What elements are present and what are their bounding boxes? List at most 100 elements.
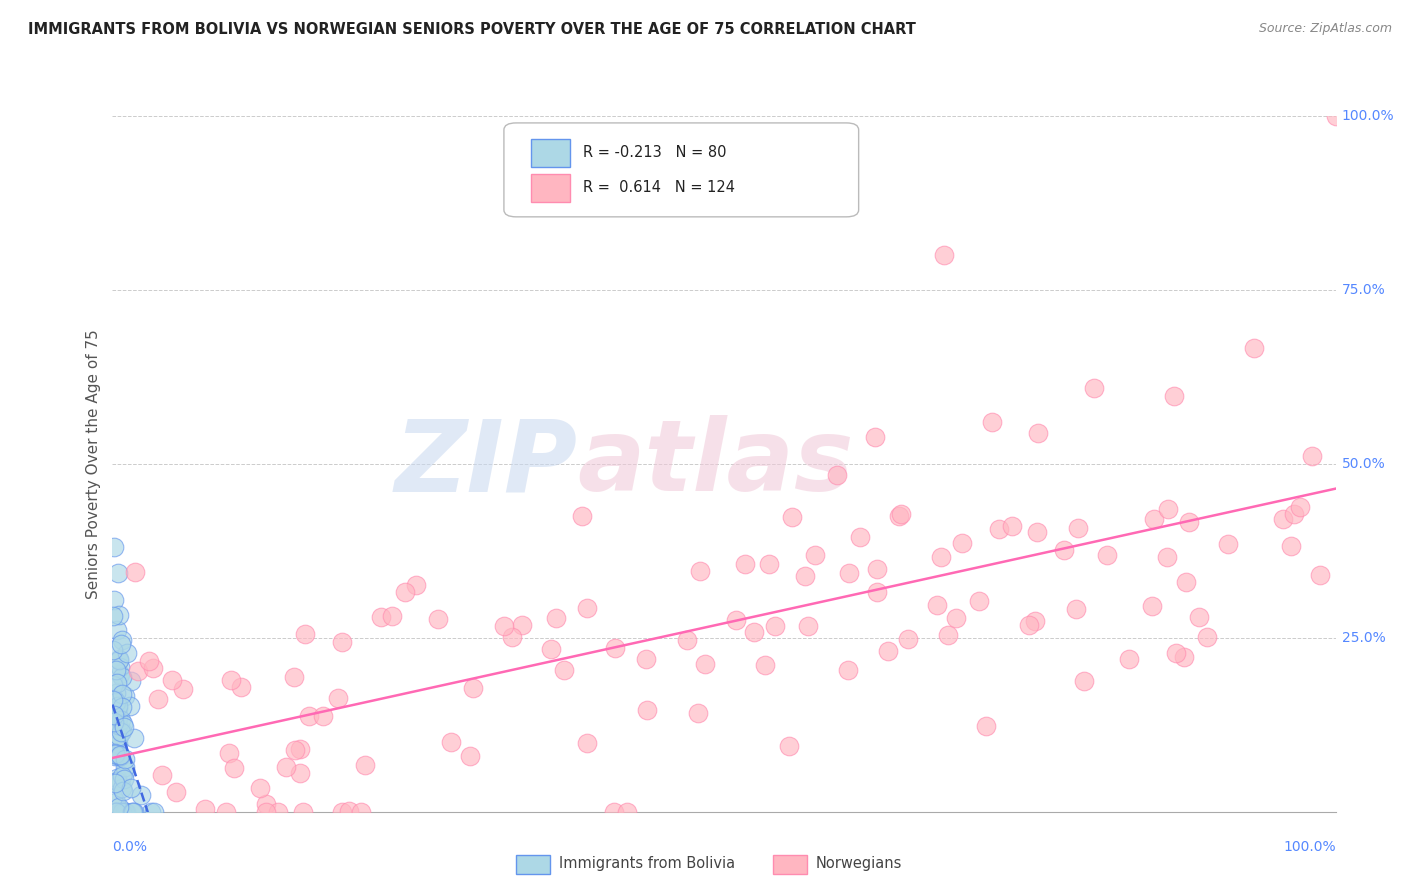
- Point: [107, 749, 129, 764]
- Point: [103, 643, 125, 657]
- Point: [292, 805, 315, 819]
- Point: [546, 610, 568, 624]
- Point: [936, 628, 959, 642]
- Point: [330, 635, 353, 649]
- Text: Norwegians: Norwegians: [815, 856, 903, 871]
- Point: [758, 557, 780, 571]
- Point: [636, 703, 658, 717]
- Point: [298, 709, 321, 723]
- Point: [458, 748, 481, 763]
- Point: [1163, 389, 1185, 403]
- Text: ZIP: ZIP: [394, 416, 578, 512]
- Point: [111, 805, 134, 819]
- Point: [110, 747, 132, 762]
- Bar: [516, 855, 550, 874]
- Point: [114, 805, 136, 819]
- Text: 75.0%: 75.0%: [1341, 283, 1385, 297]
- Point: [616, 805, 638, 819]
- Point: [1026, 425, 1049, 440]
- Point: [1282, 508, 1305, 522]
- Bar: [531, 139, 569, 167]
- Text: 100.0%: 100.0%: [1341, 109, 1395, 123]
- Point: [980, 415, 1002, 429]
- Point: [104, 795, 127, 809]
- Point: [1001, 519, 1024, 533]
- Point: [103, 714, 125, 728]
- Point: [108, 800, 131, 814]
- Point: [108, 659, 131, 673]
- Point: [111, 687, 134, 701]
- Point: [927, 598, 949, 612]
- Text: R =  0.614   N = 124: R = 0.614 N = 124: [583, 180, 735, 195]
- Point: [146, 692, 169, 706]
- Point: [1178, 515, 1201, 529]
- Point: [865, 562, 887, 576]
- Point: [112, 784, 135, 798]
- Point: [111, 780, 134, 795]
- Point: [104, 805, 127, 819]
- Point: [967, 594, 990, 608]
- Point: [974, 719, 997, 733]
- FancyBboxPatch shape: [503, 123, 859, 217]
- Point: [675, 633, 697, 648]
- Point: [124, 805, 146, 819]
- Point: [540, 642, 562, 657]
- Point: [160, 673, 183, 687]
- Point: [838, 566, 860, 581]
- Point: [724, 613, 747, 627]
- Point: [110, 725, 132, 739]
- Point: [553, 663, 575, 677]
- Point: [575, 601, 598, 615]
- Point: [139, 805, 162, 819]
- Point: [887, 508, 910, 523]
- Point: [1143, 512, 1166, 526]
- Point: [110, 667, 132, 681]
- Point: [172, 682, 194, 697]
- Point: [350, 805, 373, 819]
- Point: [111, 769, 134, 783]
- Bar: [531, 174, 569, 202]
- Text: Immigrants from Bolivia: Immigrants from Bolivia: [560, 856, 735, 871]
- Point: [283, 670, 305, 684]
- Point: [114, 689, 136, 703]
- Point: [1309, 568, 1331, 582]
- Point: [575, 736, 598, 750]
- Point: [107, 731, 129, 745]
- Bar: [773, 855, 807, 874]
- Point: [104, 747, 127, 762]
- Point: [1188, 610, 1211, 624]
- Point: [734, 557, 756, 571]
- Point: [463, 681, 485, 695]
- Point: [1024, 615, 1046, 629]
- Point: [440, 734, 463, 748]
- Point: [101, 693, 124, 707]
- Point: [105, 663, 128, 677]
- Point: [107, 699, 129, 714]
- Point: [1156, 550, 1178, 565]
- Point: [1164, 646, 1187, 660]
- Point: [112, 720, 135, 734]
- Point: [110, 714, 132, 728]
- Point: [120, 673, 142, 688]
- Point: [101, 790, 124, 805]
- Point: [512, 617, 534, 632]
- Point: [571, 509, 593, 524]
- Point: [426, 612, 449, 626]
- Point: [121, 805, 143, 819]
- Point: [105, 805, 128, 819]
- Point: [897, 632, 920, 647]
- Point: [105, 805, 128, 819]
- Point: [104, 748, 127, 763]
- Point: [121, 805, 143, 819]
- Point: [934, 248, 956, 262]
- Point: [114, 805, 136, 819]
- Point: [1140, 599, 1163, 614]
- Point: [115, 646, 138, 660]
- Text: 0.0%: 0.0%: [112, 839, 148, 854]
- Point: [288, 765, 311, 780]
- Point: [249, 781, 271, 796]
- Text: IMMIGRANTS FROM BOLIVIA VS NORWEGIAN SENIORS POVERTY OVER THE AGE OF 75 CORRELAT: IMMIGRANTS FROM BOLIVIA VS NORWEGIAN SEN…: [28, 22, 915, 37]
- Point: [763, 619, 786, 633]
- Point: [945, 611, 967, 625]
- Point: [120, 781, 142, 796]
